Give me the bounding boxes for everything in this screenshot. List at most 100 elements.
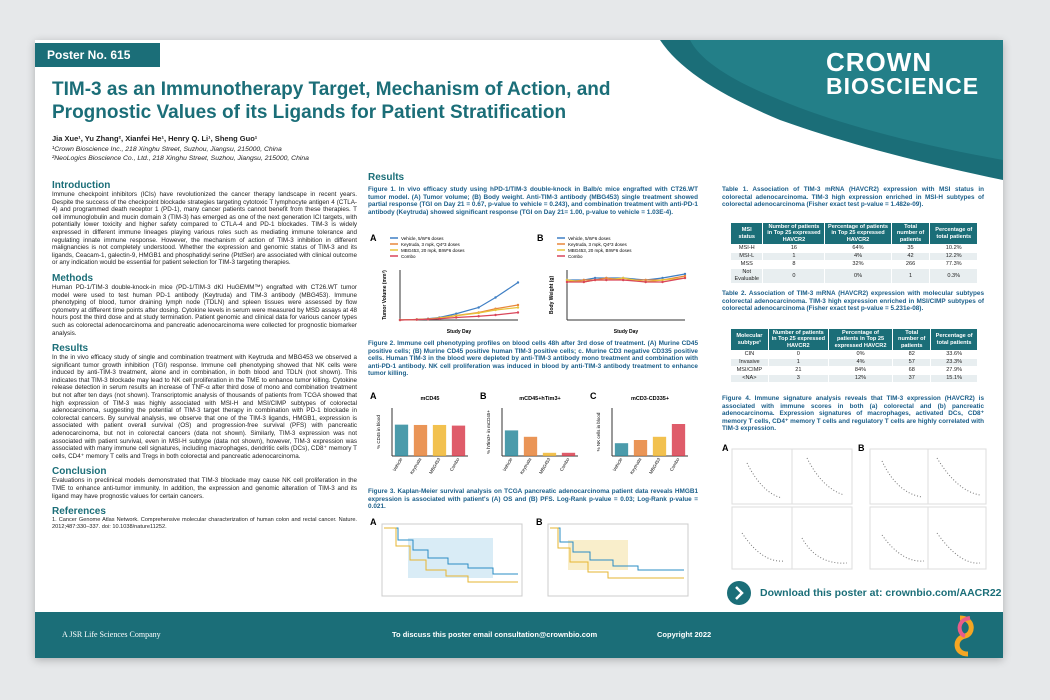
x-tick-label: Keytruda	[629, 457, 643, 476]
legend-label: Vehicle, 5/W*6 doses	[401, 236, 444, 241]
table-cell: 3	[767, 374, 829, 384]
x-tick-label: Combo	[669, 457, 681, 472]
legend-label: Keytruda, 3 mpk, Q4*3 doses	[568, 242, 628, 247]
panel-label: A	[370, 233, 377, 243]
table-cell: 37	[892, 374, 932, 384]
series-line	[567, 277, 686, 283]
table-cell: 82	[892, 350, 932, 360]
table-cell: MSI-H	[729, 244, 764, 254]
section-text: Evaluations in preclinical models demons…	[52, 477, 357, 500]
bar	[614, 443, 629, 456]
point	[454, 314, 458, 317]
point	[593, 276, 597, 280]
table-cell: 32%	[824, 260, 892, 270]
table: MSI status Number of patients in Top 25 e…	[729, 221, 978, 285]
table-cell: 68	[892, 366, 932, 376]
left-column: Introduction Immune checkpoint inhibitor…	[52, 180, 357, 530]
table-cell: 35	[890, 244, 931, 254]
point	[683, 276, 687, 280]
x-tick-label: Vehicle	[502, 457, 514, 472]
panel-title: mCD3-CD335+	[631, 396, 669, 402]
table-caption: Table 2. Association of TIM-3 mRNA (HAVC…	[722, 290, 984, 313]
axis-title: % CD45 in blood	[376, 415, 381, 449]
bar	[394, 424, 409, 456]
section-text: 1. Cancer Genome Atlas Network. Comprehe…	[52, 517, 357, 530]
figure-caption: Figure 2. Immune cell phenotyping profil…	[368, 340, 698, 378]
table-cell: 23.3%	[930, 358, 978, 368]
table-header: Total number of patients	[890, 221, 931, 246]
figure-caption: Figure 4. Immune signature analysis reve…	[722, 395, 984, 433]
section-heading: References	[52, 506, 106, 518]
signature-plots: A B	[722, 443, 987, 570]
x-tick-label: Combo	[449, 457, 461, 472]
panel-label: A	[722, 443, 729, 453]
point	[477, 315, 480, 318]
download-link[interactable]: Download this poster at: crownbio.com/AA…	[760, 587, 1002, 599]
table-header: Total number of patients	[892, 327, 932, 352]
table-header: Percentage of total patients	[929, 221, 978, 246]
point	[438, 317, 441, 320]
point	[605, 278, 608, 282]
table-cell: 12.2%	[929, 252, 978, 262]
section-heading: Results	[368, 172, 405, 183]
point	[644, 280, 647, 284]
legend-label: Keytruda, 3 mpk, Q4*3 doses	[401, 242, 461, 247]
legend-label: MBG453, 20 mpk, BIW*6 doses	[568, 248, 632, 253]
panel-label: B	[858, 443, 865, 453]
panel-label: A	[370, 517, 377, 527]
x-tick-label: Vehicle	[612, 457, 624, 472]
bar	[504, 430, 519, 456]
table-cell: 0%	[824, 268, 892, 285]
point	[516, 281, 520, 284]
point	[494, 313, 497, 317]
point	[516, 311, 520, 314]
table-header: Molecular subtype¹	[730, 327, 769, 352]
table-cell: 33.6%	[930, 350, 978, 360]
scatter-curves	[741, 457, 981, 564]
axis-title: Body Weight (g)	[549, 276, 555, 315]
point	[605, 276, 608, 280]
point	[477, 311, 480, 315]
poster-number: Poster No. 615	[35, 43, 160, 67]
table-cell: 27.9%	[930, 366, 978, 376]
panel-label: B	[537, 233, 544, 243]
section-heading: Conclusion	[52, 466, 107, 478]
bar	[432, 424, 447, 456]
bar	[542, 452, 557, 456]
point	[565, 278, 569, 282]
axis-title: Study Day	[614, 329, 639, 335]
km-plot	[547, 523, 689, 597]
point	[516, 303, 520, 307]
authors: Jia Xue¹, Yu Zhang², Xianfei He¹, Henry …	[52, 134, 258, 143]
table-cell: 8	[762, 260, 826, 270]
table-cell: 77.3%	[929, 260, 978, 270]
table-cell: MSS	[729, 260, 764, 270]
point	[494, 296, 497, 299]
footer	[35, 612, 1003, 658]
affiliation: ¹Crown Bioscience Inc., 218 Xinghu Stree…	[52, 146, 282, 153]
table-cell: 64%	[824, 244, 892, 254]
table-cell: 1	[890, 268, 931, 285]
figure-caption: Figure 1. In vivo efficacy study using h…	[368, 186, 698, 216]
point	[661, 278, 664, 282]
table-cell: 21	[767, 366, 829, 376]
point	[398, 318, 402, 322]
section-heading: Results	[52, 343, 89, 355]
footer-company: A JSR Life Sciences Company	[62, 630, 161, 639]
footer-logo	[954, 615, 974, 657]
data-table: MSI status Number of patients in Top 25 e…	[729, 221, 978, 285]
table-cell: 0.3%	[929, 268, 978, 285]
plot-grid	[731, 448, 987, 570]
bar	[561, 452, 576, 456]
logo: CROWN BIOSCIENCE	[826, 49, 979, 98]
axis-title: % NK cells in blood	[596, 412, 601, 451]
table: Molecular subtype¹ Number of patients in …	[730, 327, 978, 384]
bar	[413, 424, 428, 456]
x-tick-label: Keytruda	[409, 457, 423, 476]
x-tick-label: MBG453	[538, 457, 551, 475]
x-tick-label: Vehicle	[392, 457, 404, 472]
point	[683, 272, 687, 276]
x-tick-label: Combo	[559, 457, 571, 472]
